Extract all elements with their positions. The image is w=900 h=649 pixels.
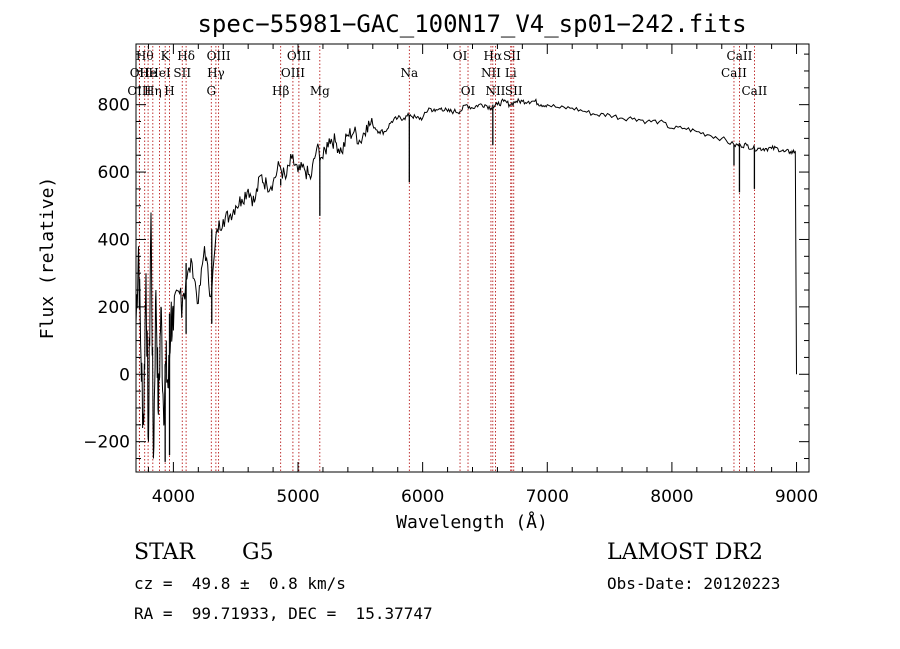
y-tick-label: 200 (98, 298, 130, 318)
x-tick-label: 7000 (526, 487, 569, 507)
redshift-text: cz = 49.8 ± 0.8 km/s (134, 574, 346, 593)
line-marker-label: Hθ (136, 49, 154, 63)
line-marker-label: SII (505, 84, 523, 98)
line-marker-label: HeI (148, 66, 171, 80)
x-tick-label: 5000 (276, 487, 319, 507)
line-marker-label: Mg (310, 84, 330, 98)
line-marker-label: Li (505, 66, 517, 80)
x-axis-label: Wavelength (Å) (396, 511, 548, 533)
y-tick-label: 0 (119, 365, 130, 385)
line-marker-label: OIII (207, 49, 231, 63)
x-tick-label: 4000 (152, 487, 195, 507)
x-axis: 4000 5000 6000 7000 8000 9000 (147, 44, 818, 507)
line-marker-label: OIII (281, 66, 305, 80)
y-tick-label: 600 (98, 163, 130, 183)
line-marker-label: G (206, 84, 216, 98)
line-marker-label: Hδ (177, 49, 195, 63)
y-tick-label: 400 (98, 230, 130, 250)
coordinates: RA = 99.71933, DEC = 15.37747 (134, 604, 433, 623)
line-marker-label: Hα (484, 49, 503, 63)
object-class: STAR (134, 540, 195, 565)
chart-title: spec−55981−GAC_100N17_V4_sp01−242.fits (197, 10, 746, 38)
x-tick-label: 6000 (401, 487, 444, 507)
line-marker-label: K (161, 49, 171, 63)
line-marker-label: SII (503, 49, 521, 63)
line-marker-label: He (139, 66, 157, 80)
line-marker-label: OIII (287, 49, 311, 63)
spectrum-line (135, 97, 797, 459)
survey-name: LAMOST DR2 (607, 540, 763, 565)
line-marker-label: H (164, 84, 174, 98)
line-marker-label: CaII (727, 49, 753, 63)
obs-date: Obs-Date: 20120223 (607, 574, 781, 593)
line-marker-label: Hβ (272, 84, 289, 98)
object-subclass: G5 (242, 540, 274, 565)
y-tick-label: −200 (83, 433, 130, 453)
line-marker-label: Hγ (207, 66, 225, 80)
line-marker-label: NII (485, 84, 505, 98)
line-marker-label: CaII (741, 84, 767, 98)
y-tick-label: 800 (98, 96, 130, 116)
absorption-dips (164, 104, 756, 462)
line-markers: OII OIII Hθ He Hη HeI K H SII Hδ G Hγ OIII Hβ OIII OIII… (127, 46, 768, 472)
line-marker-label: CaII (721, 66, 747, 80)
line-marker-label: Na (400, 66, 418, 80)
line-marker-label: SII (173, 66, 191, 80)
line-marker-label: OI (453, 49, 468, 63)
line-marker-label: OIII (127, 84, 151, 98)
x-tick-label: 9000 (775, 487, 818, 507)
x-tick-label: 8000 (650, 487, 693, 507)
y-axis: −200 0 200 400 600 800 (83, 53, 809, 460)
line-marker-label: OI (461, 84, 476, 98)
line-marker-label: NII (481, 66, 501, 80)
line-marker-label: OII (130, 66, 150, 80)
line-marker-label: Hη (144, 84, 162, 98)
y-axis-label: Flux (relative) (37, 177, 58, 340)
